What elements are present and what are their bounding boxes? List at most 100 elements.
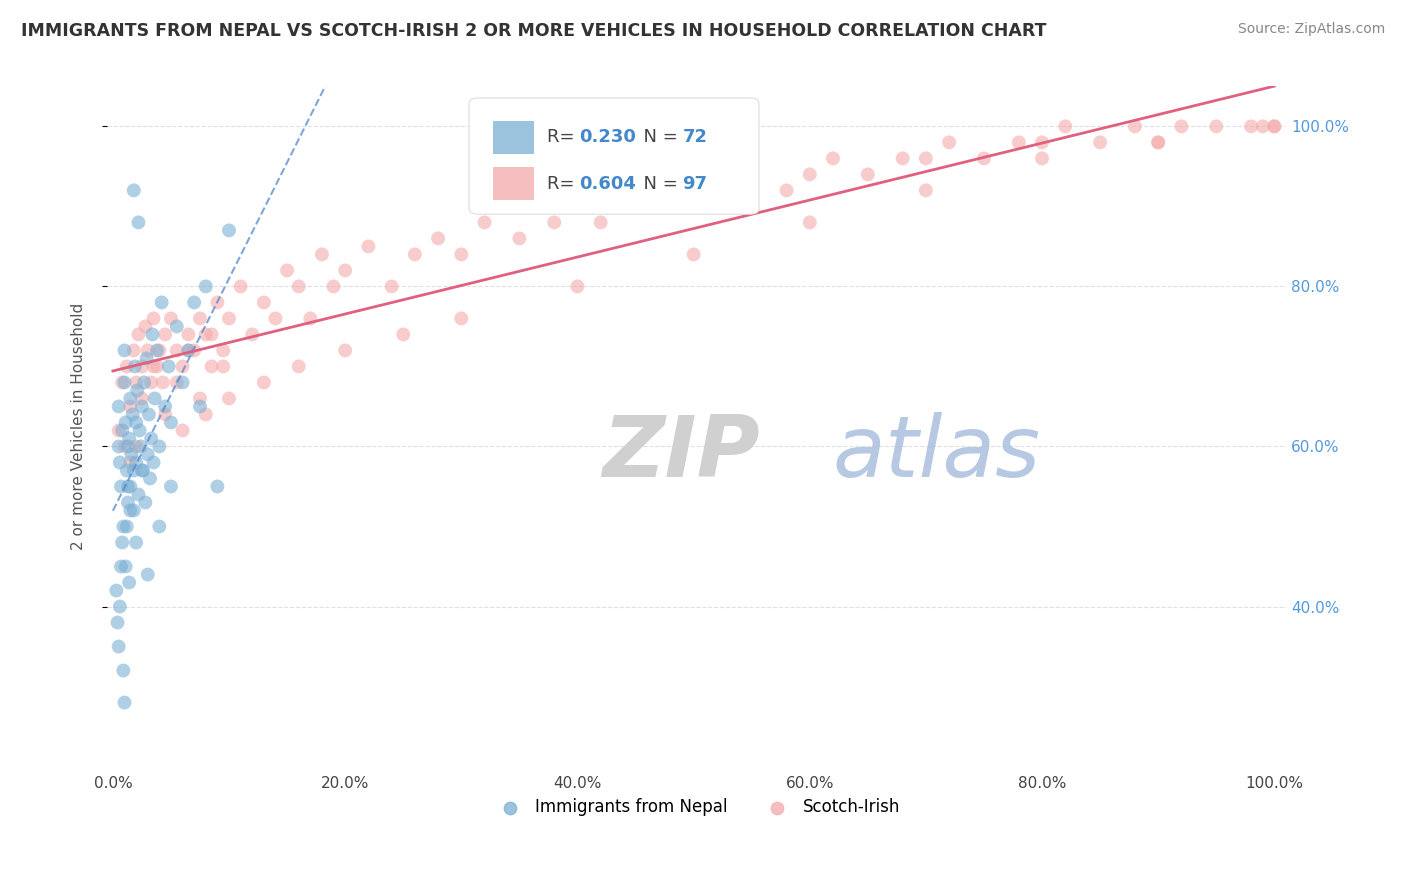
Point bbox=[1008, 136, 1031, 150]
Point bbox=[775, 183, 797, 197]
Point bbox=[111, 376, 134, 390]
Point bbox=[138, 408, 160, 422]
Point bbox=[121, 408, 143, 422]
Point bbox=[118, 432, 141, 446]
Point bbox=[141, 376, 163, 390]
Point bbox=[136, 567, 159, 582]
Point bbox=[131, 392, 153, 406]
Point bbox=[589, 215, 612, 229]
Point bbox=[120, 503, 142, 517]
Point bbox=[115, 519, 138, 533]
Point bbox=[160, 416, 183, 430]
Point bbox=[253, 295, 276, 310]
Point bbox=[122, 343, 145, 358]
Point bbox=[299, 311, 322, 326]
Point bbox=[111, 535, 134, 549]
Point bbox=[1031, 136, 1053, 150]
Point bbox=[127, 487, 149, 501]
Point bbox=[120, 479, 142, 493]
Point bbox=[741, 168, 763, 182]
Point bbox=[207, 479, 229, 493]
Point bbox=[129, 440, 152, 454]
Point bbox=[404, 247, 426, 261]
Point bbox=[128, 424, 150, 438]
Point bbox=[112, 664, 135, 678]
Point bbox=[114, 559, 136, 574]
Point bbox=[110, 479, 132, 493]
Point bbox=[212, 343, 235, 358]
Point bbox=[136, 447, 159, 461]
Point bbox=[856, 168, 879, 182]
Point bbox=[1031, 152, 1053, 166]
Point bbox=[107, 440, 129, 454]
Point bbox=[392, 327, 415, 342]
Point bbox=[166, 319, 188, 334]
Point bbox=[287, 359, 309, 374]
Text: IMMIGRANTS FROM NEPAL VS SCOTCH-IRISH 2 OR MORE VEHICLES IN HOUSEHOLD CORRELATIO: IMMIGRANTS FROM NEPAL VS SCOTCH-IRISH 2 … bbox=[21, 22, 1046, 40]
Point bbox=[938, 136, 960, 150]
Point bbox=[150, 295, 173, 310]
Point bbox=[139, 471, 162, 485]
Point bbox=[117, 440, 139, 454]
Point bbox=[1123, 120, 1146, 134]
Point bbox=[1205, 120, 1227, 134]
Point bbox=[322, 279, 344, 293]
Point bbox=[114, 343, 136, 358]
Point bbox=[114, 416, 136, 430]
Point bbox=[122, 183, 145, 197]
Point bbox=[1147, 136, 1170, 150]
Point bbox=[117, 495, 139, 509]
Point bbox=[153, 408, 176, 422]
Point bbox=[157, 359, 180, 374]
Point bbox=[201, 327, 224, 342]
Point bbox=[287, 279, 309, 293]
Point bbox=[134, 495, 156, 509]
Point bbox=[122, 463, 145, 477]
Point bbox=[166, 376, 188, 390]
Point bbox=[120, 400, 142, 414]
Point bbox=[125, 440, 148, 454]
Point bbox=[183, 343, 205, 358]
Point bbox=[218, 392, 240, 406]
Point bbox=[107, 424, 129, 438]
Point bbox=[276, 263, 298, 277]
Point bbox=[229, 279, 252, 293]
Point bbox=[218, 223, 240, 237]
Point bbox=[118, 575, 141, 590]
Point bbox=[108, 455, 131, 469]
Text: 0.604: 0.604 bbox=[579, 175, 636, 193]
Text: ZIP: ZIP bbox=[602, 412, 759, 495]
Point bbox=[131, 400, 153, 414]
Point bbox=[706, 183, 728, 197]
Point bbox=[915, 152, 938, 166]
Text: N =: N = bbox=[631, 128, 683, 146]
Text: R=: R= bbox=[547, 128, 581, 146]
Point bbox=[125, 376, 148, 390]
Point bbox=[143, 392, 166, 406]
Y-axis label: 2 or more Vehicles in Household: 2 or more Vehicles in Household bbox=[72, 303, 86, 550]
Point bbox=[146, 343, 169, 358]
Point bbox=[136, 343, 159, 358]
Point bbox=[1263, 120, 1285, 134]
Point bbox=[124, 359, 146, 374]
Point bbox=[127, 327, 149, 342]
Point bbox=[142, 455, 165, 469]
Point bbox=[201, 359, 224, 374]
Point bbox=[105, 583, 128, 598]
Point bbox=[142, 311, 165, 326]
Point bbox=[682, 199, 704, 213]
Point bbox=[146, 359, 169, 374]
Point bbox=[218, 311, 240, 326]
Point bbox=[264, 311, 287, 326]
Point bbox=[111, 424, 134, 438]
Point bbox=[172, 376, 194, 390]
Point bbox=[148, 343, 170, 358]
Point bbox=[177, 343, 200, 358]
Point bbox=[127, 215, 149, 229]
Point bbox=[117, 479, 139, 493]
Point bbox=[891, 152, 914, 166]
Point bbox=[212, 359, 235, 374]
Point bbox=[107, 400, 129, 414]
Point bbox=[450, 311, 472, 326]
Point bbox=[108, 599, 131, 614]
